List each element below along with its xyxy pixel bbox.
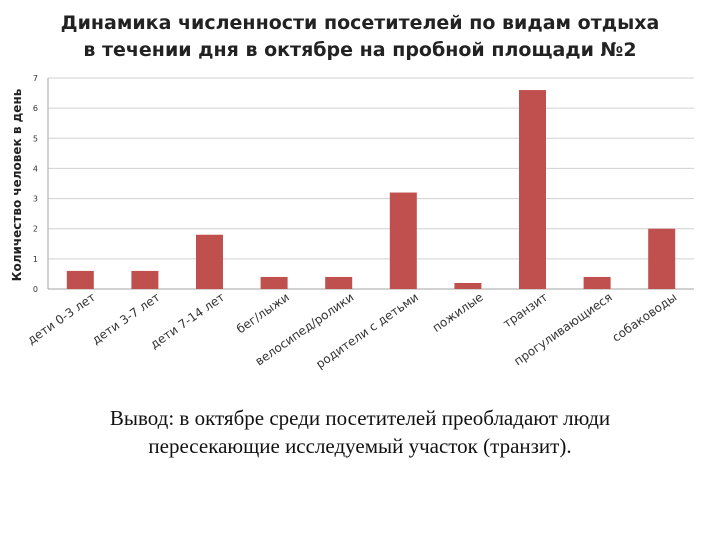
x-tick-label: пожилые [430, 290, 486, 335]
y-tick-labels: 0 1 2 3 4 5 6 7 [33, 74, 38, 294]
x-tick-label: дети 0-3 лет [25, 290, 98, 347]
bar [389, 192, 417, 289]
bar [583, 276, 611, 289]
conclusion-line-1: Вывод: в октябре среди посетителей преоб… [109, 406, 611, 430]
bar [196, 234, 223, 289]
y-tick-label: 4 [33, 164, 38, 173]
y-tick-label: 3 [33, 195, 38, 204]
y-tick-label: 7 [33, 74, 38, 83]
bar [519, 90, 546, 289]
bar [325, 276, 353, 289]
x-tick-label: бег/лыжи [234, 290, 292, 336]
bar [454, 282, 482, 289]
bars [66, 90, 676, 289]
y-tick-label: 5 [33, 134, 38, 143]
y-tick-label: 0 [33, 285, 38, 294]
bar [260, 276, 288, 289]
bar [66, 270, 94, 289]
title-line-1: Динамика численности посетителей по вида… [60, 12, 660, 34]
y-tick-label: 1 [33, 255, 38, 264]
bar [648, 228, 676, 289]
bar [131, 270, 159, 289]
y-tick-label: 2 [33, 225, 38, 234]
grid-lines [47, 77, 694, 290]
x-tick-label: транзит [500, 290, 550, 331]
conclusion-line-2: пересекающие исследуемый участок (транзи… [148, 434, 572, 458]
conclusion-text: Вывод: в октябре среди посетителей преоб… [30, 404, 690, 460]
chart-title: Динамика численности посетителей по вида… [20, 10, 700, 64]
title-line-2: в течении дня в октябре на пробной площа… [83, 39, 637, 61]
y-axis-label: Количество человек в день [10, 88, 24, 281]
y-tick-label: 6 [33, 104, 38, 113]
x-tick-label: собаководы [610, 290, 680, 345]
